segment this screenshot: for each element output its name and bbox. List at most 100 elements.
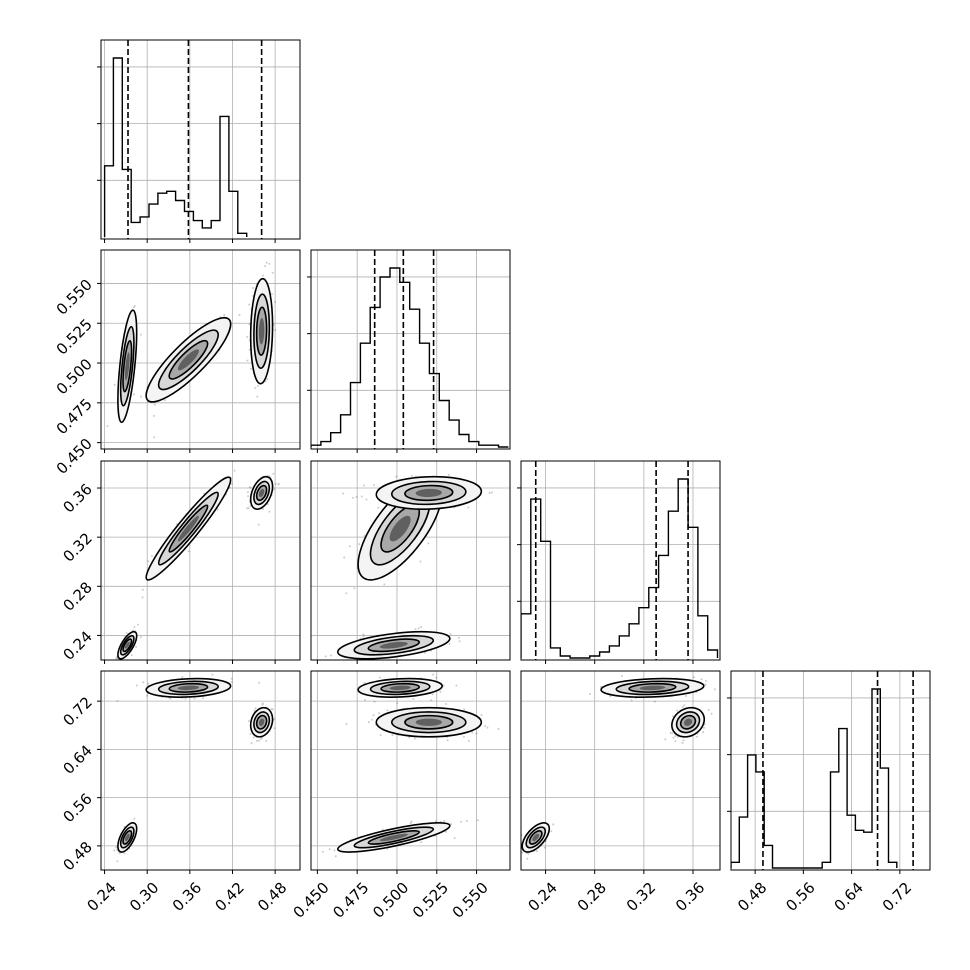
density-fill [258,318,265,345]
density-contour [628,682,677,693]
panel-frame [730,670,931,871]
y-tick-label: 0.525 [53,315,96,358]
density-contour [375,475,483,510]
y-tick-label: 0.36 [59,480,95,516]
x-tick-label: 0.32 [623,879,659,915]
histogram-step [521,478,719,659]
y-tick-label: 0.24 [59,628,95,664]
x-tick-label: 0.550 [449,879,492,922]
density-contour [336,822,451,853]
density-contour [255,306,268,356]
density-fill [258,488,265,497]
density-contour [336,630,451,660]
density-contour [390,480,467,506]
density-contour [353,634,435,656]
panel-frame [520,460,721,661]
x-tick-label: 0.24 [525,879,561,915]
density-fill [258,718,265,726]
histogram-step [731,688,898,869]
x-tick-label: 0.48 [734,879,770,915]
density-contour [249,706,274,738]
panel-2d-0-2 [101,461,300,660]
density-contour [122,638,133,653]
density-contour [375,706,483,738]
density-contour [369,680,431,696]
density-contour [675,711,701,734]
density-contour [528,830,543,845]
density-contour [600,677,705,698]
panel-frame [100,670,301,871]
density-fill [532,833,540,842]
density-contour [117,309,138,424]
x-tick-label: 0.450 [290,879,333,922]
density-fill [389,685,411,691]
panel-frame [310,460,511,661]
histogram-panel-3 [731,671,930,870]
density-contour [353,826,435,849]
density-contour [525,826,547,849]
x-tick-label: 0.64 [831,879,867,915]
y-tick-label: 0.72 [59,693,95,729]
density-contour [157,329,219,391]
density-contour [679,714,697,730]
density-contour [380,682,421,693]
panel-frame [310,670,511,871]
density-contour [168,504,209,553]
density-contour [249,277,274,385]
x-tick-label: 0.56 [782,879,818,915]
density-contour [117,822,138,853]
y-tick-label: 0.550 [53,276,96,319]
histogram-step [103,57,248,237]
density-contour [521,822,551,853]
density-fill [415,488,442,497]
y-tick-label: 0.28 [59,578,95,614]
panel-2d-1-3 [311,671,510,870]
density-contour [367,638,421,653]
density-contour [119,826,135,849]
density-contour [249,475,274,510]
density-contour [404,484,454,502]
density-contour [253,711,271,734]
histogram-step [311,267,509,448]
density-fill [124,352,130,381]
density-fill [415,718,442,726]
density-contour [157,680,219,696]
panel-2d-0-3 [101,671,300,870]
panel-frame [100,249,301,450]
histogram-panel-1 [311,250,510,449]
histogram-panel-2 [521,461,720,660]
density-contour [253,480,271,506]
panel-frame [520,670,721,871]
x-tick-label: 0.525 [409,879,452,922]
x-tick-label: 0.36 [672,879,708,915]
y-tick-label: 0.32 [59,529,95,565]
density-contour [168,682,209,693]
density-fill [124,641,130,649]
x-tick-label: 0.28 [574,879,610,915]
density-contour [671,706,706,738]
histogram-panel-0 [101,40,300,239]
y-tick-label: 0.56 [59,790,95,826]
density-contour [157,491,219,566]
density-fill [639,685,666,691]
x-tick-label: 0.475 [329,879,372,922]
density-contour [122,339,133,393]
panel-2d-1-2 [311,461,510,660]
density-contour [253,293,271,370]
y-tick-label: 0.64 [59,741,95,777]
x-tick-label: 0.500 [369,879,412,922]
density-fill [389,515,411,542]
density-contour [145,317,232,403]
y-tick-label: 0.450 [53,435,96,478]
x-tick-label: 0.72 [879,879,915,915]
density-contour [367,830,421,845]
density-contour [145,476,232,581]
density-contour [255,484,268,502]
panel-2d-0-1 [101,250,300,449]
density-contour [390,711,467,734]
x-tick-label: 0.24 [84,879,120,915]
density-contour [122,830,133,845]
density-contour [145,677,232,698]
y-tick-label: 0.48 [59,838,95,874]
